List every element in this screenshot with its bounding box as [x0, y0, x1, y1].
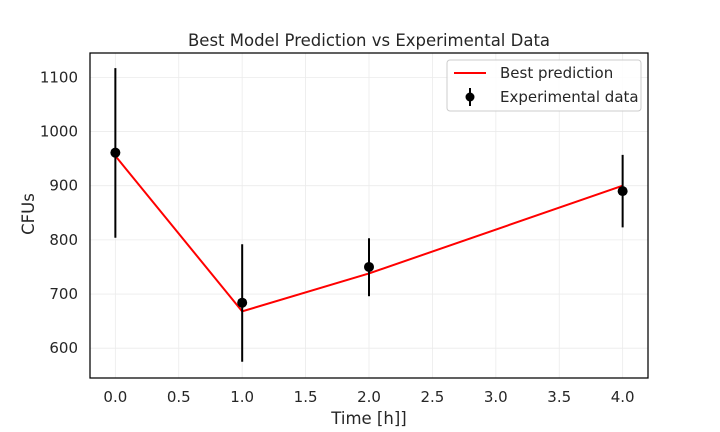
x-tick-label: 3.0	[484, 388, 508, 406]
x-tick-label: 2.5	[420, 388, 444, 406]
chart-title: Best Model Prediction vs Experimental Da…	[188, 31, 550, 50]
x-tick-label: 4.0	[611, 388, 635, 406]
x-axis-ticks: 0.0 0.5 1.0 1.5 2.0 2.5 3.0 3.5 4.0	[103, 388, 634, 406]
y-tick-label: 1100	[40, 68, 78, 86]
data-point	[617, 186, 628, 197]
legend-marker-swatch	[465, 92, 475, 102]
y-tick-label: 800	[49, 231, 78, 249]
legend: Best prediction Experimental data	[446, 59, 642, 112]
x-tick-label: 1.5	[294, 388, 318, 406]
x-tick-label: 3.5	[547, 388, 571, 406]
y-tick-label: 900	[49, 177, 78, 195]
data-point	[364, 261, 374, 272]
x-tick-label: 0.5	[167, 388, 191, 406]
y-axis-label: CFUs	[19, 193, 38, 235]
legend-label-experimental: Experimental data	[500, 88, 639, 106]
axes-frame	[89, 52, 649, 379]
y-tick-label: 600	[49, 339, 78, 357]
x-axis-label: Time [h]]	[330, 409, 406, 428]
x-tick-label: 1.0	[230, 388, 254, 406]
y-tick-label: 1000	[40, 123, 78, 141]
prediction-line	[114, 155, 623, 313]
data-point	[110, 147, 121, 158]
plot-area	[110, 68, 628, 362]
y-axis-ticks: 600 700 800 900 1000 1100	[40, 68, 78, 357]
data-point	[237, 297, 248, 308]
y-tick-label: 700	[49, 285, 78, 303]
x-tick-label: 2.0	[357, 388, 381, 406]
legend-label-prediction: Best prediction	[500, 64, 613, 82]
x-tick-label: 0.0	[103, 388, 127, 406]
legend-box	[446, 59, 642, 112]
